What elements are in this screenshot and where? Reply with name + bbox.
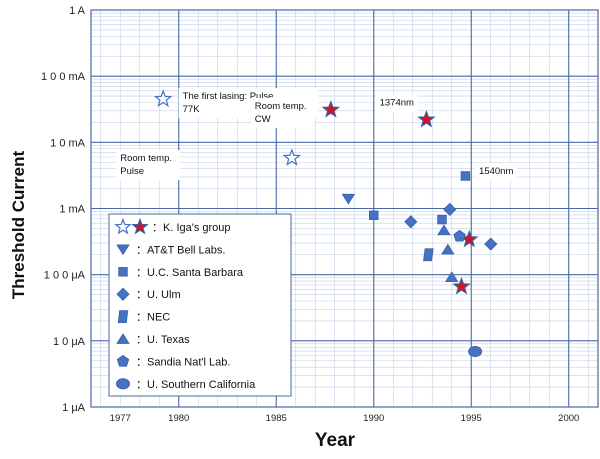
- x-tick-label: 1977: [110, 413, 131, 424]
- plot-frame: [90, 9, 599, 408]
- legend-label: ：U.C. Santa Barbara: [136, 267, 244, 279]
- annotation-1540nm: 1540nm: [479, 166, 513, 177]
- data-point-square: [437, 214, 447, 225]
- y-tick-label: 1 0 μA: [53, 336, 86, 348]
- x-tick-label: 1985: [266, 413, 287, 424]
- legend-label: ：U. Ulm: [136, 289, 181, 301]
- data-point-circle: [468, 345, 483, 357]
- data-point-red-star: [321, 100, 341, 118]
- y-tick-label: 1 A: [69, 5, 86, 17]
- annotations: The first lasing: Pulse, 77K Room temp. CW 1…: [116, 88, 518, 181]
- x-tick-label: 2000: [558, 413, 579, 424]
- data-point-diamond: [404, 215, 418, 229]
- legend-marker-parallelogram: [117, 310, 129, 324]
- data-point-red-star: [417, 109, 436, 128]
- data-point-diamond: [484, 237, 498, 251]
- annotation-first-lasing: 77K: [183, 104, 201, 115]
- data-point-pentagon: [453, 229, 466, 242]
- legend-marker-triangle-down: [116, 244, 130, 256]
- legend-marker-diamond: [116, 287, 130, 301]
- annotation-first-lasing: The first lasing: Pulse,: [183, 91, 276, 102]
- x-tick-label: 1980: [168, 413, 189, 424]
- legend-label: ：AT&T Bell Labs.: [136, 244, 225, 256]
- data-point-triangle-up: [445, 271, 459, 282]
- y-tick-label: 1 μA: [62, 402, 86, 414]
- x-tick-label: 1990: [363, 413, 384, 424]
- legend-marker-triangle-up: [116, 333, 130, 344]
- x-axis-title: Year: [315, 430, 356, 451]
- legend-label: ：U. Southern California: [136, 379, 256, 391]
- legend-label: ：K. Iga's group: [152, 222, 231, 234]
- y-tick-label: 1 0 0 μA: [44, 270, 86, 282]
- legend-marker-pentagon: [116, 354, 130, 367]
- data-point-diamond: [443, 202, 457, 216]
- legend-marker-square: [118, 267, 128, 277]
- data-point-square: [460, 171, 471, 181]
- annotation-box: [250, 97, 315, 128]
- data-point-parallelogram: [423, 248, 434, 262]
- legend-label: ：NEC: [136, 312, 170, 324]
- y-tick-label: 1 mA: [59, 204, 85, 216]
- y-axis-title: Threshold Current: [9, 151, 28, 300]
- data-point-square: [369, 210, 379, 220]
- legend-marker-hollow-star: [114, 217, 132, 235]
- axis-ticks: 1 A 1 0 0 mA 1 0 mA 1 mA 1 0 0 μA 1 0 μA 1 μA 1…: [41, 5, 579, 424]
- annotation-box: [475, 163, 518, 181]
- legend-box: [108, 213, 292, 397]
- annotation-1374nm: 1374nm: [380, 98, 414, 109]
- annotation-rt-pulse: Room temp.: [120, 153, 172, 164]
- legend-marker-red-star: [131, 217, 149, 235]
- y-tick-label: 1 0 mA: [50, 137, 86, 149]
- legend-label: ：U. Texas: [136, 334, 190, 346]
- annotation-box: [116, 150, 181, 181]
- data-point-triangle-down: [341, 193, 356, 205]
- data-point-hollow-star: [282, 148, 302, 166]
- legend-marker-circle: [116, 378, 131, 390]
- data-point-triangle-up: [441, 243, 455, 255]
- data-point-hollow-star: [153, 89, 173, 107]
- x-tick-label: 1995: [461, 413, 482, 424]
- data-point-triangle-up: [437, 224, 451, 236]
- annotation-rt-cw: CW: [255, 114, 271, 125]
- data-point-red-star: [452, 276, 471, 295]
- annotation-rt-cw: Room temp.: [255, 101, 307, 112]
- annotation-box: [375, 94, 418, 112]
- data-markers: [153, 89, 498, 357]
- y-tick-label: 1 0 0 mA: [41, 71, 86, 83]
- legend-label: ：Sandia Nat'l Lab.: [136, 356, 230, 368]
- legend: ：K. Iga's group ：AT&T Bell Labs. ：U.C. San…: [108, 213, 292, 397]
- annotation-rt-pulse: Pulse: [120, 166, 144, 177]
